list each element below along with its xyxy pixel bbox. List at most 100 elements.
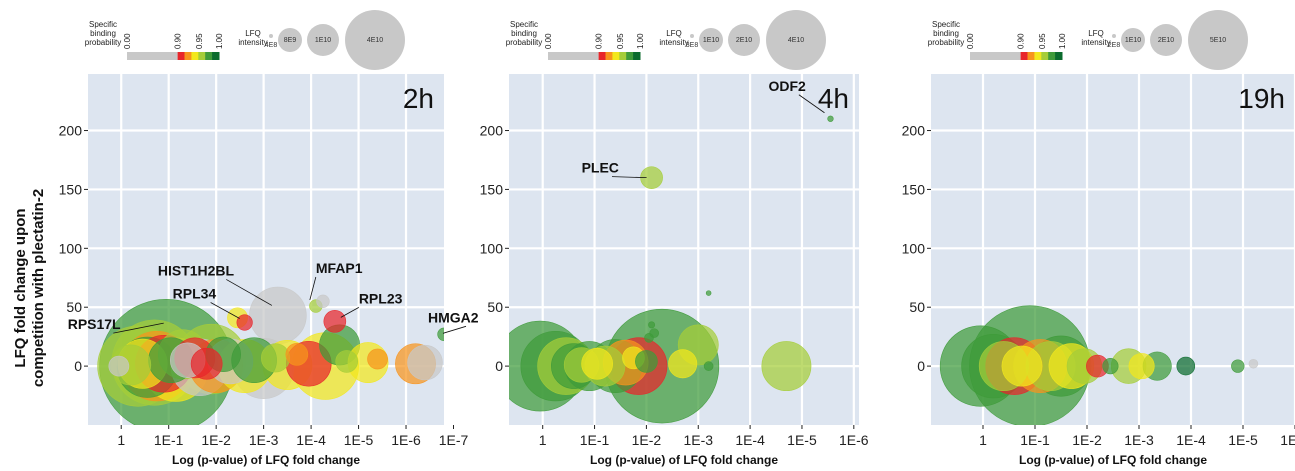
y-tick-label: 200 [902, 123, 926, 139]
data-point [668, 350, 696, 378]
color-bar-segment [612, 52, 619, 60]
x-axis-label: Log (p-value) of LFQ fold change [172, 453, 360, 467]
y-tick-label: 100 [902, 240, 926, 256]
color-legend-title: probability [928, 38, 964, 47]
size-legend-label: 1E10 [315, 37, 331, 44]
data-point [438, 328, 451, 341]
size-legend-label: 2E8 [1108, 42, 1121, 49]
x-tick-label: 1E-5 [1228, 432, 1258, 448]
color-legend-title: binding [933, 29, 959, 38]
x-tick-label: 1E-6 [839, 432, 869, 448]
y-tick-label: 0 [495, 358, 503, 374]
color-bar-segment [633, 52, 640, 60]
data-point [762, 341, 811, 390]
color-bar-segment [1055, 52, 1062, 60]
color-tick-label: 0.95 [616, 33, 625, 49]
data-point [336, 350, 358, 372]
annotation-label: RPL34 [173, 286, 217, 302]
annotation-label: RPS17L [68, 316, 121, 332]
x-tick-label: 1E-5 [344, 432, 374, 448]
x-tick-label: 1E-1 [1020, 432, 1050, 448]
data-point [317, 295, 330, 308]
panel-19h: Specificbindingprobability 0.00 0.90 0.95 1.… [902, 10, 1295, 467]
data-point [286, 343, 308, 365]
color-legend-title: probability [85, 38, 121, 47]
color-tick-label: 0.90 [1017, 33, 1026, 49]
annotation-label: ODF2 [768, 78, 806, 94]
annotation-label: PLEC [582, 160, 619, 176]
color-bar-segment [619, 52, 626, 60]
data-point [582, 348, 613, 379]
y-tick-label: 50 [487, 299, 503, 315]
data-point [648, 322, 654, 328]
timepoint-label: 19h [1238, 83, 1285, 114]
size-legend-label: 3E8 [686, 42, 699, 49]
x-tick-label: 1E-1 [154, 432, 184, 448]
color-tick-label: 0.95 [195, 33, 204, 49]
color-bar-segment [606, 52, 613, 60]
size-legend-title: intensity [1081, 38, 1110, 47]
color-bar-segment [599, 52, 606, 60]
y-axis-label-line2: competition with plectatin-2 [30, 189, 47, 387]
size-legend-title: intensity [238, 38, 267, 47]
data-point [704, 362, 713, 371]
color-bar-segment [198, 52, 205, 60]
size-legend-circle [269, 34, 273, 38]
color-bar-segment [1041, 52, 1048, 60]
timepoint-label: 4h [818, 83, 849, 114]
y-tick-label: 150 [480, 181, 504, 197]
size-legend-label: 1E10 [703, 37, 719, 44]
x-tick-label: 1E-2 [1072, 432, 1102, 448]
size-legend-label: 4E8 [265, 42, 278, 49]
data-point [408, 345, 443, 380]
color-tick-label: 0.00 [123, 33, 132, 49]
color-tick-label: 0.90 [174, 33, 183, 49]
y-tick-label: 200 [480, 123, 504, 139]
x-tick-label: 1E-3 [1124, 432, 1154, 448]
y-tick-label: 200 [59, 123, 83, 139]
data-point [1177, 357, 1195, 375]
x-tick-label: 1E-3 [249, 432, 279, 448]
annotation-label: MFAP1 [316, 260, 363, 276]
x-tick-label: 1E-1 [580, 432, 610, 448]
annotation-label: RPL23 [359, 290, 403, 306]
y-tick-label: 100 [59, 240, 83, 256]
color-legend-title: Specific [510, 20, 538, 29]
color-bar-segment [178, 52, 185, 60]
data-point [367, 349, 387, 369]
data-point [635, 350, 657, 372]
size-legend-label: 8E9 [284, 37, 297, 44]
data-point [324, 310, 346, 332]
data-point [1103, 358, 1119, 374]
x-tick-label: 1E-6 [391, 432, 421, 448]
x-axis-label: Log (p-value) of LFQ fold change [1019, 453, 1207, 467]
data-point [650, 329, 659, 338]
data-point [828, 116, 834, 122]
color-tick-label: 1.00 [1058, 33, 1067, 49]
y-tick-label: 50 [909, 299, 925, 315]
y-tick-label: 150 [902, 181, 926, 197]
x-tick-label: 1E-4 [296, 432, 326, 448]
x-tick-label: 1 [117, 432, 125, 448]
x-axis-label: Log (p-value) of LFQ fold change [590, 453, 778, 467]
color-bar-segment [626, 52, 633, 60]
data-point [249, 287, 306, 344]
data-point [261, 344, 289, 372]
size-legend-title: LFQ [1088, 29, 1104, 38]
color-bar-grey [548, 52, 599, 60]
color-tick-label: 1.00 [215, 33, 224, 49]
color-bar-segment [1034, 52, 1041, 60]
annotation-label: HIST1H2BL [158, 262, 235, 278]
size-legend-label: 4E10 [788, 37, 804, 44]
data-point [1249, 359, 1258, 368]
color-bar-segment [191, 52, 198, 60]
x-tick-label: 1E-2 [632, 432, 662, 448]
color-tick-label: 0.95 [1038, 33, 1047, 49]
x-tick-label: 1E-7 [439, 432, 469, 448]
size-legend-label: 2E10 [736, 37, 752, 44]
size-legend-title: intensity [659, 38, 688, 47]
